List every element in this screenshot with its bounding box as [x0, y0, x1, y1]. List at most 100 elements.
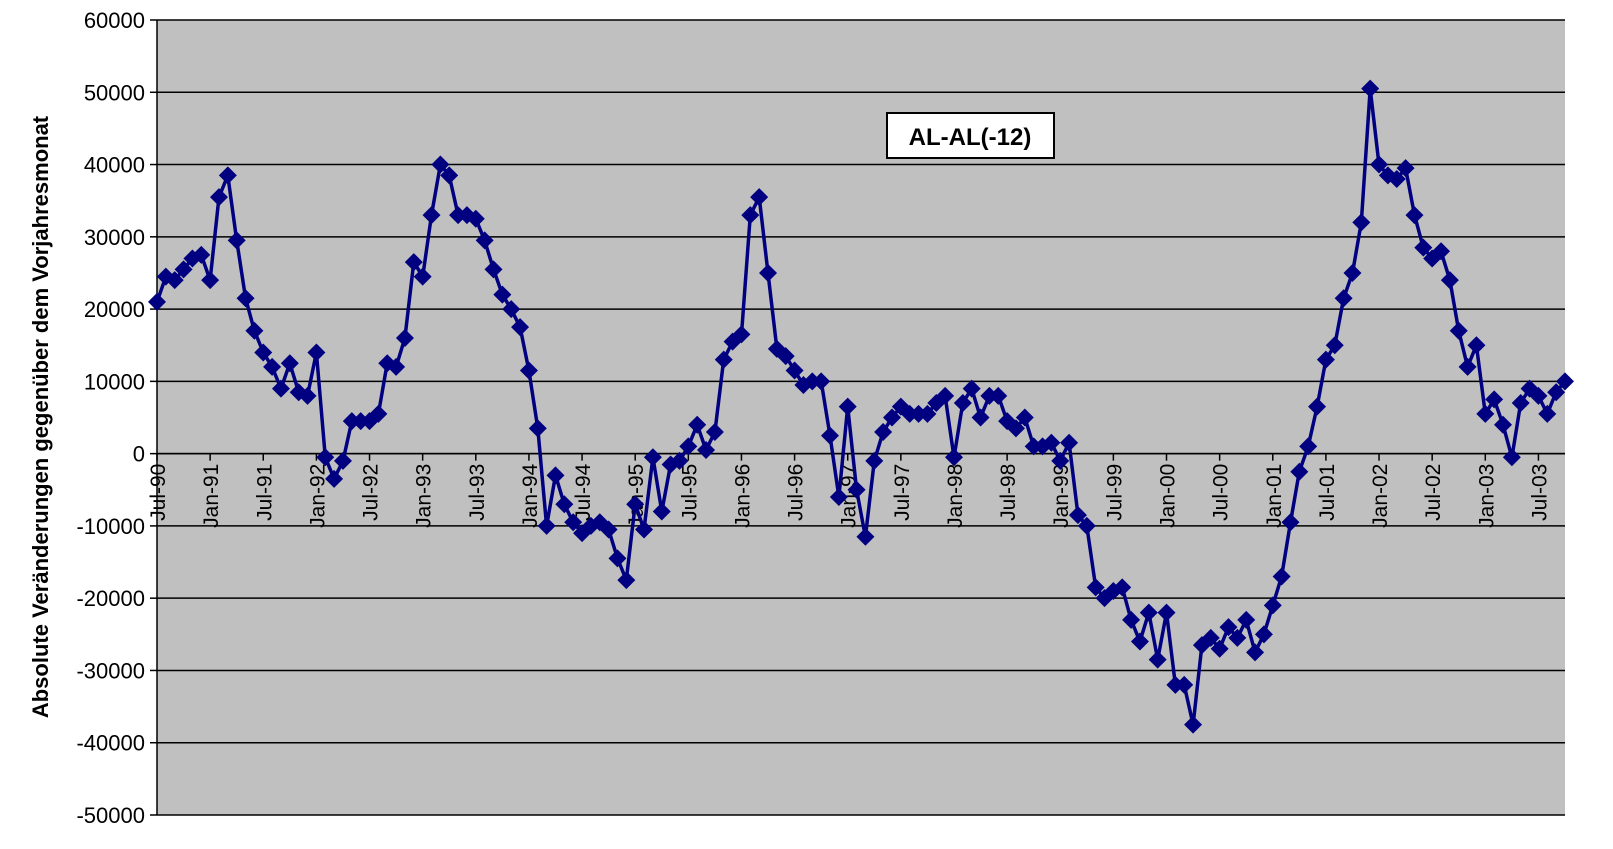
data-point: [325, 469, 344, 488]
data-point: [422, 206, 441, 225]
data-point: [555, 495, 574, 514]
x-tick-label: Jan-02: [1369, 464, 1392, 528]
y-axis: 60000 50000 40000 30000 20000 10000 0 -10000 -20…: [76, 8, 158, 828]
data-point: [617, 571, 636, 590]
data-point: [1316, 350, 1335, 369]
data-point: [148, 292, 166, 311]
x-tick-label: Jul-03: [1528, 464, 1551, 521]
data-point: [1201, 628, 1220, 647]
data-point: [263, 357, 282, 376]
data-point: [466, 209, 485, 228]
y-tick-label: 20000: [84, 297, 145, 322]
data-point: [635, 520, 654, 539]
data-point: [1210, 639, 1229, 658]
data-point: [236, 289, 255, 308]
data-point: [847, 480, 866, 499]
x-tick-label: Jan-92: [306, 464, 329, 528]
data-point: [1308, 397, 1327, 416]
series-markers: [148, 79, 1574, 734]
data-point: [511, 318, 530, 337]
data-point: [643, 448, 662, 467]
data-point: [865, 451, 884, 470]
x-tick-label: Jul-98: [997, 464, 1020, 521]
data-point: [387, 357, 406, 376]
data-point: [519, 361, 538, 380]
y-tick-label: -20000: [76, 586, 145, 611]
x-tick-label: Jul-00: [1210, 464, 1233, 521]
data-point: [1246, 643, 1265, 662]
data-point: [821, 426, 840, 445]
y-tick-label: -10000: [76, 514, 145, 539]
data-point: [688, 415, 707, 434]
data-point: [785, 361, 804, 380]
data-point: [679, 437, 698, 456]
data-point: [732, 325, 751, 344]
x-tick-label: Jan-99: [1050, 464, 1073, 528]
data-point: [1556, 372, 1574, 391]
data-point: [812, 372, 831, 391]
x-tick-label: Jul-94: [572, 463, 595, 521]
y-tick-label: 50000: [84, 80, 145, 105]
y-tick-label: 40000: [84, 153, 145, 178]
data-point: [1538, 404, 1557, 423]
data-point: [227, 231, 246, 250]
data-point: [369, 404, 388, 423]
data-point: [1290, 462, 1309, 481]
y-tick-label: 60000: [84, 8, 145, 33]
data-point: [1370, 155, 1389, 174]
x-axis: Jul-90 Jan-91 Jul-91 Jan-92 Jul-92 Jan-93 Jul-…: [147, 452, 1565, 528]
x-tick-label: Jan-93: [413, 464, 436, 528]
x-tick-label: Jul-96: [785, 464, 808, 521]
data-point: [1547, 383, 1566, 402]
y-axis-label: Absolute Veränderungen gegenüber dem Vor…: [28, 115, 53, 718]
data-point: [652, 502, 671, 521]
data-point: [971, 408, 990, 427]
data-point: [1325, 336, 1344, 355]
x-tick-label: Jul-01: [1316, 464, 1339, 521]
x-tick-label: Jul-90: [147, 464, 170, 521]
data-point: [1467, 336, 1486, 355]
data-point: [1015, 408, 1034, 427]
data-point: [1139, 603, 1158, 622]
data-point: [1299, 437, 1318, 456]
data-point: [440, 166, 459, 185]
data-point: [989, 386, 1008, 405]
data-point: [944, 448, 963, 467]
legend-entry: AL-AL(-12): [909, 124, 1032, 151]
data-point: [953, 394, 972, 413]
data-point: [1387, 170, 1406, 188]
data-point: [254, 343, 273, 362]
data-point: [1157, 603, 1176, 622]
data-point: [1458, 357, 1477, 376]
data-point: [714, 350, 733, 369]
data-point: [537, 516, 556, 535]
data-point: [670, 451, 689, 470]
data-point: [1263, 596, 1282, 615]
data-point: [1042, 433, 1061, 452]
x-tick-label: Jul-95: [678, 464, 701, 521]
data-point: [395, 329, 414, 347]
data-point: [528, 419, 547, 438]
data-point: [1130, 632, 1149, 651]
data-point: [1272, 567, 1291, 586]
data-point: [741, 206, 760, 225]
data-point: [838, 397, 857, 416]
data-point: [750, 188, 769, 207]
data-point: [564, 513, 583, 532]
data-point: [962, 379, 981, 398]
x-tick-label: Jan-95: [625, 464, 648, 528]
data-point: [1060, 433, 1079, 452]
data-point: [1485, 390, 1504, 409]
data-point: [1440, 271, 1459, 290]
data-point: [502, 300, 521, 319]
data-point: [1237, 610, 1256, 629]
data-point: [404, 253, 423, 272]
data-point: [697, 441, 716, 460]
data-point: [475, 231, 494, 250]
data-point: [1361, 79, 1380, 98]
x-tick-label: Jul-91: [253, 464, 276, 521]
x-tick-label: Jan-00: [1157, 464, 1180, 528]
x-tick-label: Jan-03: [1475, 464, 1498, 528]
y-tick-label: 0: [133, 442, 145, 467]
